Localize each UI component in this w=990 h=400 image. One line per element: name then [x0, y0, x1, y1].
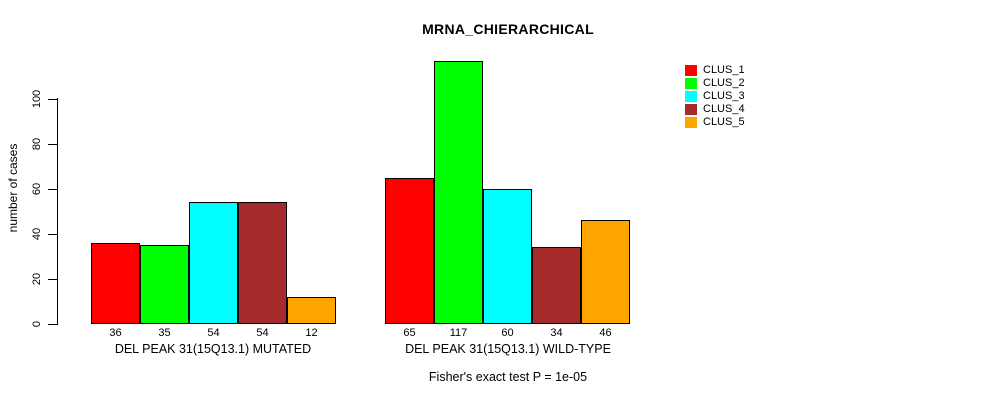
legend-row: CLUS_3 [685, 90, 745, 103]
legend-label: CLUS_2 [703, 77, 745, 89]
y-tick-label: 20 [31, 272, 43, 285]
legend-label: CLUS_1 [703, 64, 745, 76]
y-tick-mark [48, 323, 57, 325]
legend-row: CLUS_4 [685, 103, 745, 116]
bar-value-label: 54 [207, 327, 220, 339]
bar-clus_3 [189, 202, 238, 324]
group-label-wild-type: DEL PEAK 31(15Q13.1) WILD-TYPE [405, 342, 611, 356]
legend-swatch-icon [685, 65, 697, 76]
bar-clus_2 [140, 245, 189, 324]
bar-clus_3 [483, 189, 532, 324]
y-tick-mark [48, 278, 57, 280]
y-tick-label: 80 [31, 137, 43, 150]
bar-clus_4 [532, 247, 581, 324]
legend-swatch-icon [685, 104, 697, 115]
legend: CLUS_1 CLUS_2 CLUS_3 CLUS_4 CLUS_5 [685, 64, 745, 129]
fisher-test-annotation: Fisher's exact test P = 1e-05 [428, 370, 588, 384]
y-tick-mark [48, 188, 57, 190]
bar-clus_5 [581, 220, 630, 324]
legend-row: CLUS_1 [685, 64, 745, 77]
bar-value-label: 60 [501, 327, 514, 339]
y-tick-label: 0 [31, 320, 43, 327]
bar-value-label: 12 [305, 327, 318, 339]
group-label-mutated: DEL PEAK 31(15Q13.1) MUTATED [114, 342, 312, 356]
bar-value-label: 65 [403, 327, 416, 339]
bar-value-label: 46 [599, 327, 612, 339]
bar-value-label: 54 [256, 327, 269, 339]
bar-value-label: 117 [449, 327, 468, 339]
bar-value-label: 36 [109, 327, 122, 339]
bar-value-label: 34 [550, 327, 563, 339]
legend-row: CLUS_2 [685, 77, 745, 90]
chart-title: MRNA_CHIERARCHICAL [422, 21, 594, 37]
bar-clus_2 [434, 61, 483, 324]
bar-value-label: 35 [158, 327, 171, 339]
y-tick-label: 60 [31, 182, 43, 195]
bar-clus_1 [385, 178, 434, 324]
y-tick-mark [48, 233, 57, 235]
legend-swatch-icon [685, 117, 697, 128]
legend-label: CLUS_3 [703, 90, 745, 102]
bar-clus_4 [238, 202, 287, 324]
legend-label: CLUS_4 [703, 103, 745, 115]
y-tick-mark [48, 98, 57, 100]
y-axis-line [57, 98, 58, 325]
legend-swatch-icon [685, 78, 697, 89]
bar-clus_5 [287, 297, 336, 324]
legend-swatch-icon [685, 91, 697, 102]
y-tick-label: 40 [31, 227, 43, 240]
bar-clus_1 [91, 243, 140, 324]
y-axis-label: number of cases [6, 143, 20, 233]
y-tick-mark [48, 143, 57, 145]
legend-label: CLUS_5 [703, 116, 745, 128]
legend-row: CLUS_5 [685, 116, 745, 129]
y-tick-label: 100 [31, 89, 43, 108]
